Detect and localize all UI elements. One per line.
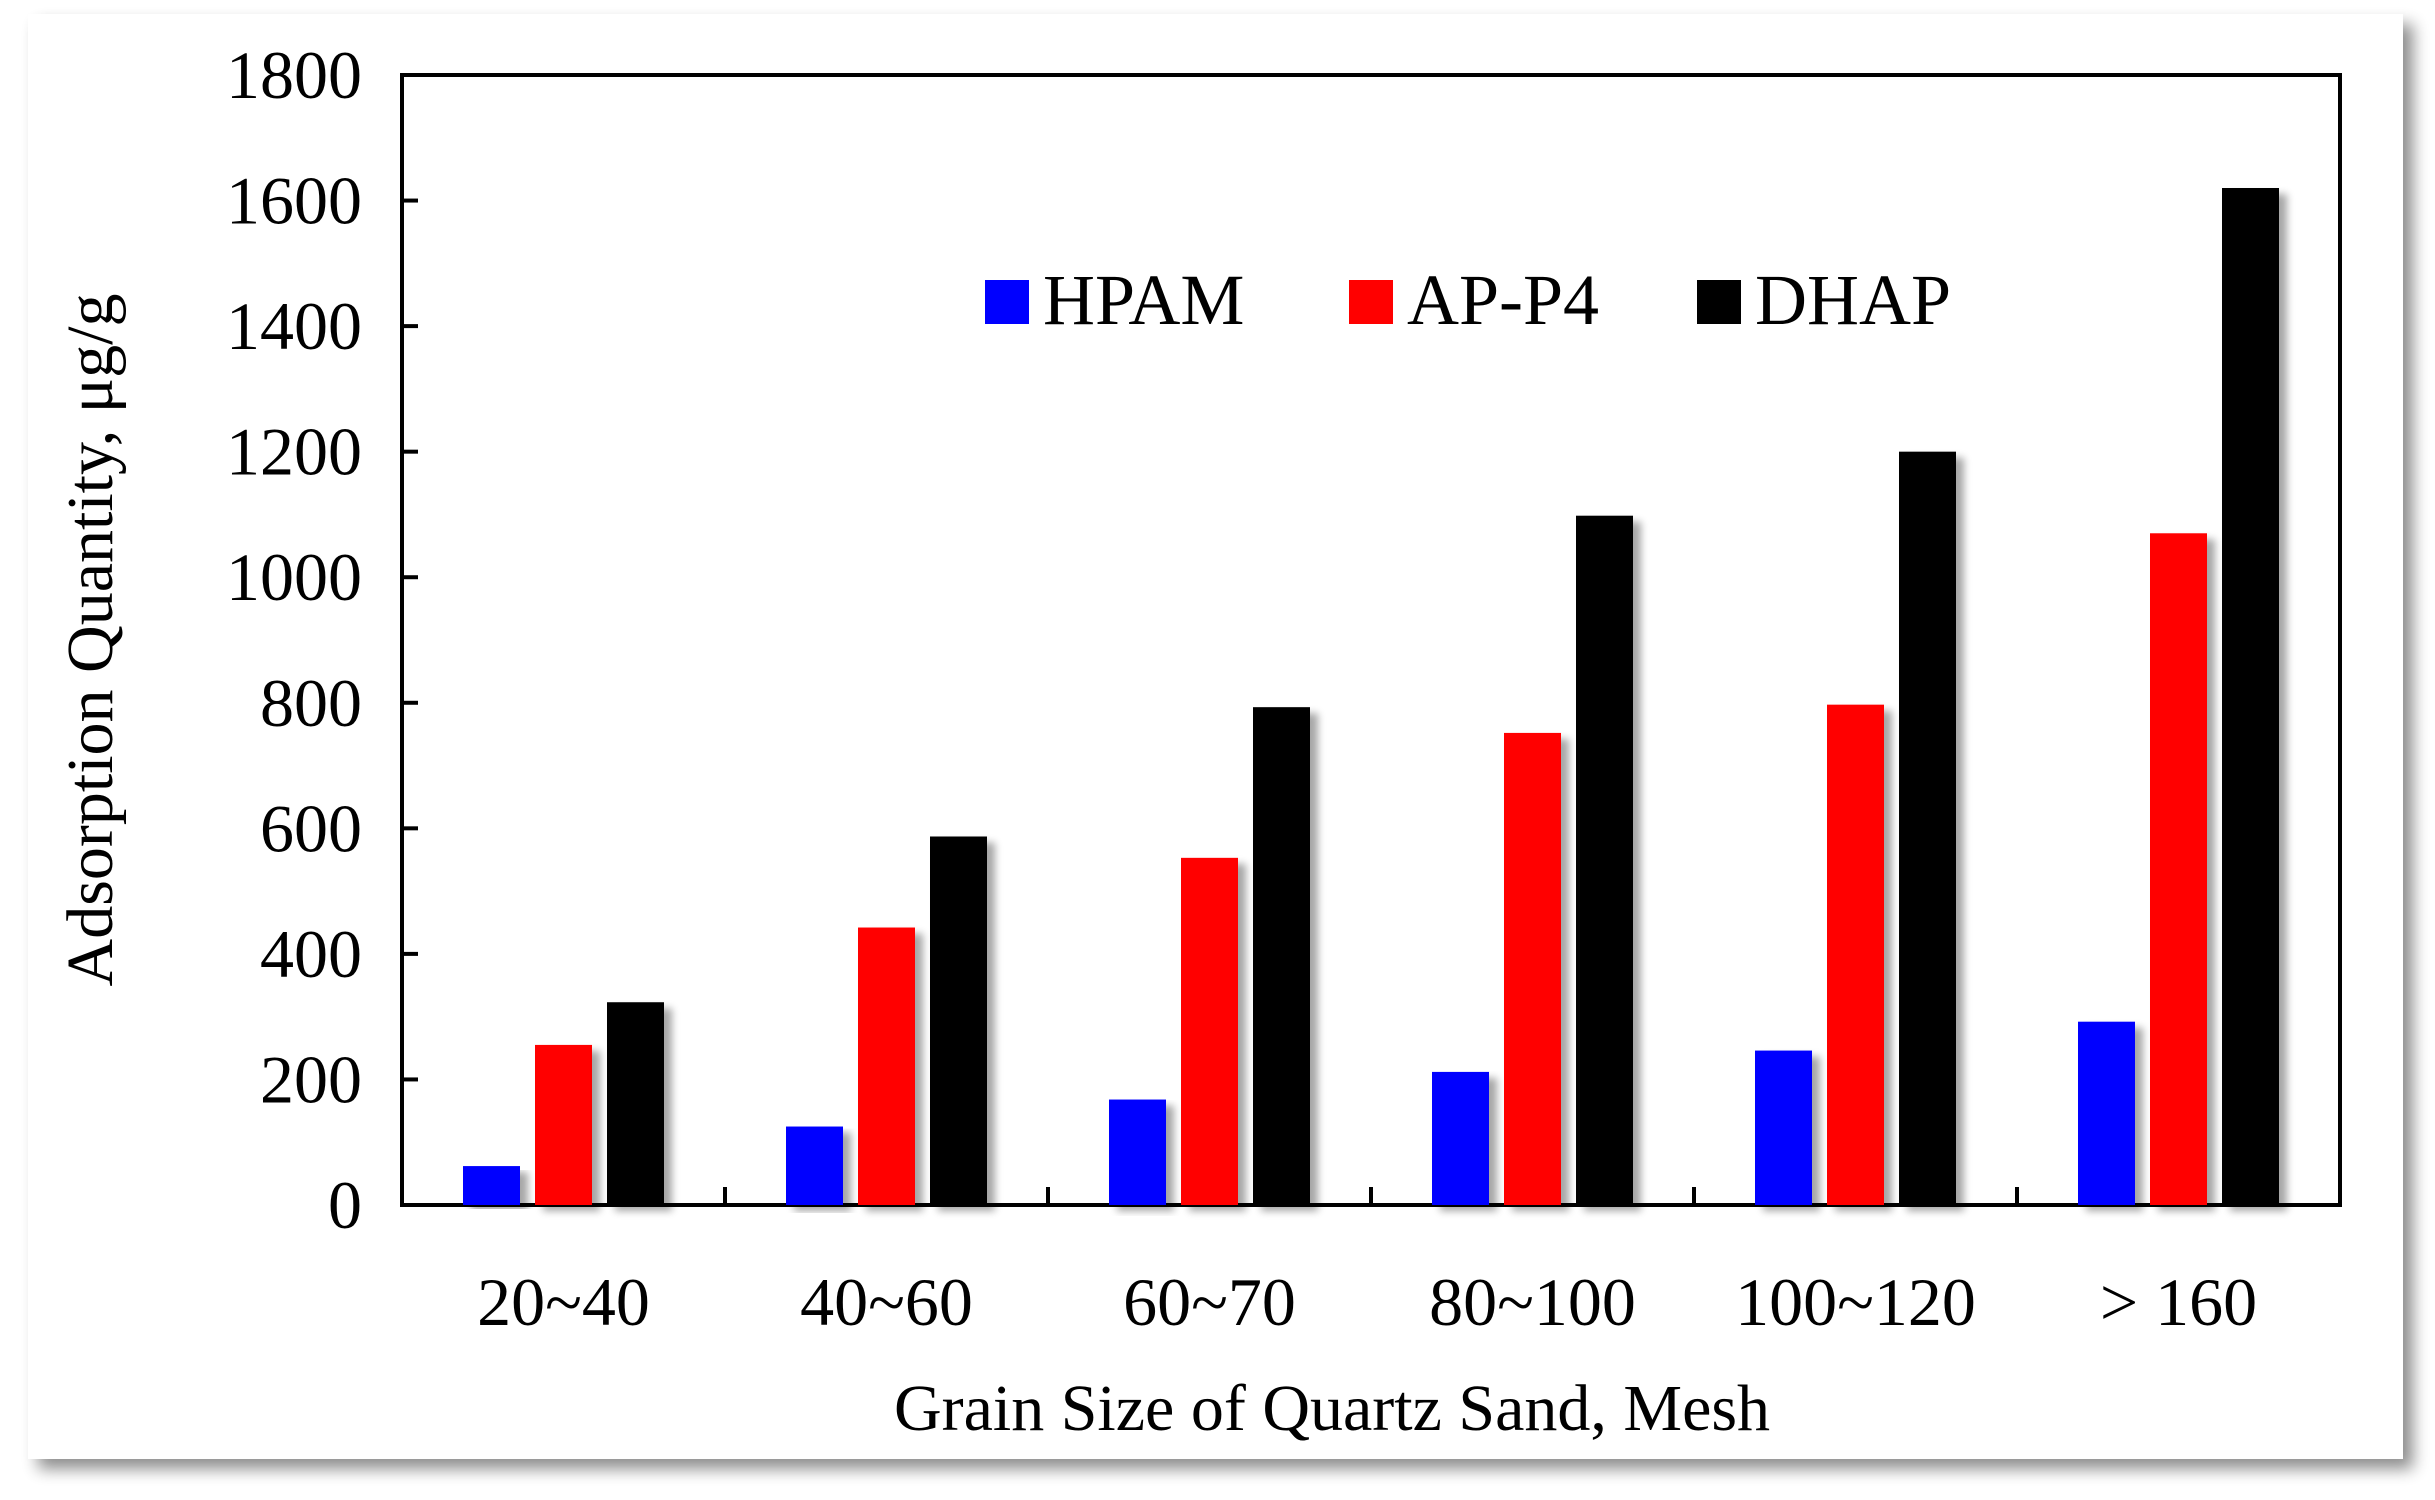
legend-label: DHAP — [1755, 260, 1951, 340]
x-tick-label: 60~70 — [1123, 1264, 1296, 1340]
legend-swatch-ap-p4 — [1349, 280, 1393, 324]
bar-dhap-5 — [2222, 188, 2279, 1205]
bar-ap-p4-1 — [858, 927, 915, 1205]
y-tick-label: 0 — [328, 1167, 362, 1243]
bar-hpam-1 — [786, 1126, 843, 1205]
y-tick-label: 1800 — [226, 37, 362, 113]
legend: HPAM AP-P4 DHAP — [985, 260, 1951, 340]
legend-label: AP-P4 — [1407, 260, 1599, 340]
x-axis: 20~40 40~60 60~70 80~100 100~120 > 160 — [477, 1187, 2257, 1340]
y-axis-title: Adsorption Quantity, μg/g — [54, 294, 127, 987]
y-tick-label: 200 — [260, 1041, 362, 1117]
bar-ap-p4-0 — [535, 1044, 592, 1205]
bar-hpam-2 — [1109, 1099, 1166, 1205]
bar-dhap-2 — [1253, 707, 1310, 1205]
y-tick-label: 1000 — [226, 539, 362, 615]
y-axis: 0 200 400 600 800 1000 1200 1400 1600 1800 — [226, 37, 418, 1243]
legend-swatch-hpam — [985, 280, 1029, 324]
bar-series — [463, 188, 2279, 1206]
x-tick-label: 40~60 — [800, 1264, 973, 1340]
bar-ap-p4-2 — [1181, 857, 1238, 1205]
y-tick-label: 1200 — [226, 414, 362, 490]
y-tick-label: 1400 — [226, 288, 362, 364]
x-axis-title: Grain Size of Quartz Sand, Mesh — [894, 1372, 1770, 1445]
y-tick-label: 600 — [260, 790, 362, 866]
plot-area — [400, 73, 2342, 1207]
bar-ap-p4-3 — [1504, 732, 1561, 1205]
bar-ap-p4-5 — [2150, 533, 2207, 1205]
bar-hpam-5 — [2078, 1021, 2135, 1205]
x-tick-label: 100~120 — [1735, 1264, 1976, 1340]
bar-dhap-1 — [930, 836, 987, 1205]
y-tick-label: 400 — [260, 916, 362, 992]
bar-dhap-3 — [1576, 515, 1633, 1205]
y-tick-label: 800 — [260, 665, 362, 741]
x-tick-label: > 160 — [2100, 1264, 2257, 1340]
bar-dhap-0 — [607, 1002, 664, 1205]
bar-hpam-4 — [1755, 1050, 1812, 1205]
y-tick-label: 1600 — [226, 163, 362, 239]
bar-hpam-3 — [1432, 1071, 1489, 1205]
bar-ap-p4-4 — [1827, 704, 1884, 1205]
bar-hpam-0 — [463, 1166, 520, 1205]
bar-dhap-4 — [1899, 451, 1956, 1206]
x-tick-label: 20~40 — [477, 1264, 650, 1340]
legend-swatch-dhap — [1697, 280, 1741, 324]
legend-label: HPAM — [1043, 260, 1244, 340]
x-tick-label: 80~100 — [1429, 1264, 1636, 1340]
